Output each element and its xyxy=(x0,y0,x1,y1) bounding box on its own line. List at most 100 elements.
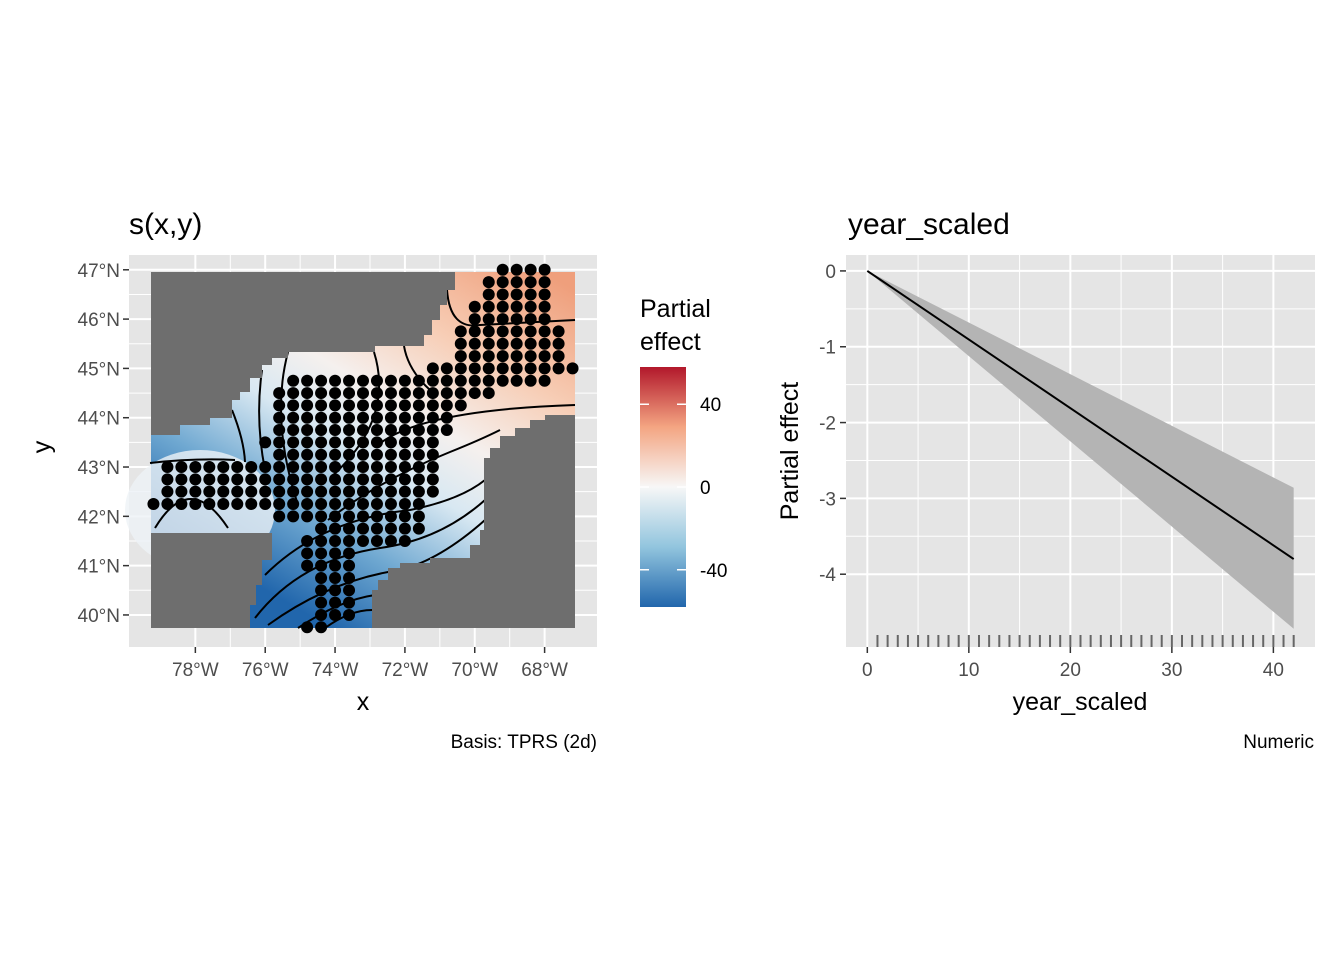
map-data-point xyxy=(301,387,314,400)
map-data-point xyxy=(301,559,314,572)
map-data-point xyxy=(147,498,160,511)
map-data-point xyxy=(370,498,383,511)
map-data-point xyxy=(510,313,523,326)
map-data-point xyxy=(343,547,356,560)
map-data-point xyxy=(398,498,411,511)
map-data-point xyxy=(412,448,425,461)
map-data-point xyxy=(343,485,356,498)
map-data-point xyxy=(398,374,411,387)
map-data-point xyxy=(398,411,411,424)
map-data-point xyxy=(301,485,314,498)
map-x-tick-label: 72°W xyxy=(382,660,429,681)
map-data-point xyxy=(398,473,411,486)
map-data-point xyxy=(273,387,286,400)
line-y-axis-title: Partial effect xyxy=(776,382,804,521)
map-contour-line xyxy=(231,409,246,463)
map-data-point xyxy=(482,288,495,301)
map-data-point xyxy=(384,387,397,400)
map-data-point xyxy=(538,300,551,313)
map-data-point xyxy=(259,461,272,474)
map-x-tick-label: 68°W xyxy=(521,660,568,681)
map-x-tick-label: 70°W xyxy=(451,660,498,681)
map-data-point xyxy=(482,300,495,313)
map-data-point xyxy=(524,325,537,338)
line-y-tick-label: -2 xyxy=(819,414,836,435)
map-data-point xyxy=(287,399,300,412)
map-data-point xyxy=(510,325,523,338)
map-data-point xyxy=(329,571,342,584)
map-data-point xyxy=(440,399,453,412)
map-data-point xyxy=(343,571,356,584)
map-data-point xyxy=(524,288,537,301)
map-x-tick-label: 78°W xyxy=(172,660,219,681)
map-y-tick-label: 40°N xyxy=(78,606,120,627)
map-data-point xyxy=(454,337,467,350)
map-data-point xyxy=(370,461,383,474)
map-data-point xyxy=(384,411,397,424)
map-data-point xyxy=(552,362,565,375)
map-data-point xyxy=(552,325,565,338)
map-data-point xyxy=(357,461,369,474)
map-data-point xyxy=(384,485,397,498)
map-x-tick-label: 74°W xyxy=(312,660,359,681)
map-data-point xyxy=(315,424,328,437)
map-data-point xyxy=(468,387,481,400)
map-data-point xyxy=(343,436,356,449)
map-contour-line xyxy=(279,351,299,506)
map-data-point xyxy=(468,374,481,387)
map-data-point xyxy=(384,436,397,449)
map-data-point xyxy=(343,448,356,461)
map-data-point xyxy=(426,374,439,387)
map-data-point xyxy=(217,473,230,486)
map-data-point xyxy=(329,608,342,621)
map-data-point xyxy=(510,263,523,276)
map-data-point xyxy=(524,337,537,350)
map-data-point xyxy=(203,485,216,498)
map-data-point xyxy=(357,510,369,523)
map-data-point xyxy=(273,424,286,437)
map-contour-line xyxy=(258,369,266,471)
map-data-point xyxy=(217,485,230,498)
map-data-point xyxy=(440,362,453,375)
map-data-point xyxy=(301,547,314,560)
line-y-tick-label: -3 xyxy=(819,489,836,510)
map-data-point xyxy=(357,411,369,424)
map-data-point xyxy=(287,448,300,461)
line-x-tick-label: 20 xyxy=(1060,660,1081,681)
map-data-point xyxy=(524,350,537,363)
map-data-point xyxy=(245,473,258,486)
map-data-point xyxy=(482,350,495,363)
map-data-point xyxy=(412,424,425,437)
map-data-point xyxy=(357,448,369,461)
map-data-point xyxy=(440,387,453,400)
map-data-point xyxy=(524,313,537,326)
map-data-point xyxy=(343,473,356,486)
map-data-point xyxy=(175,473,188,486)
map-data-point xyxy=(496,288,509,301)
map-data-point xyxy=(524,300,537,313)
map-data-point xyxy=(329,559,342,572)
map-data-point xyxy=(329,424,342,437)
map-data-point xyxy=(287,473,300,486)
map-data-point xyxy=(370,534,383,547)
map-data-point xyxy=(538,350,551,363)
legend-title-line2: effect xyxy=(640,328,701,356)
map-data-point xyxy=(301,534,314,547)
map-data-point xyxy=(189,473,202,486)
map-data-point xyxy=(301,424,314,437)
map-y-axis-title: y xyxy=(28,440,56,453)
map-contour-line xyxy=(154,498,229,529)
map-data-point xyxy=(315,436,328,449)
line-x-tick-label: 40 xyxy=(1263,660,1284,681)
map-data-point xyxy=(412,399,425,412)
map-data-point xyxy=(329,374,342,387)
map-data-point xyxy=(510,350,523,363)
map-data-point xyxy=(315,498,328,511)
line-y-tick-label: -4 xyxy=(819,565,836,586)
map-data-point xyxy=(357,374,369,387)
map-data-point xyxy=(329,534,342,547)
legend-ticks: 40 0 -40 xyxy=(640,395,727,582)
map-data-point xyxy=(398,510,411,523)
map-data-point xyxy=(426,473,439,486)
map-data-point xyxy=(412,461,425,474)
